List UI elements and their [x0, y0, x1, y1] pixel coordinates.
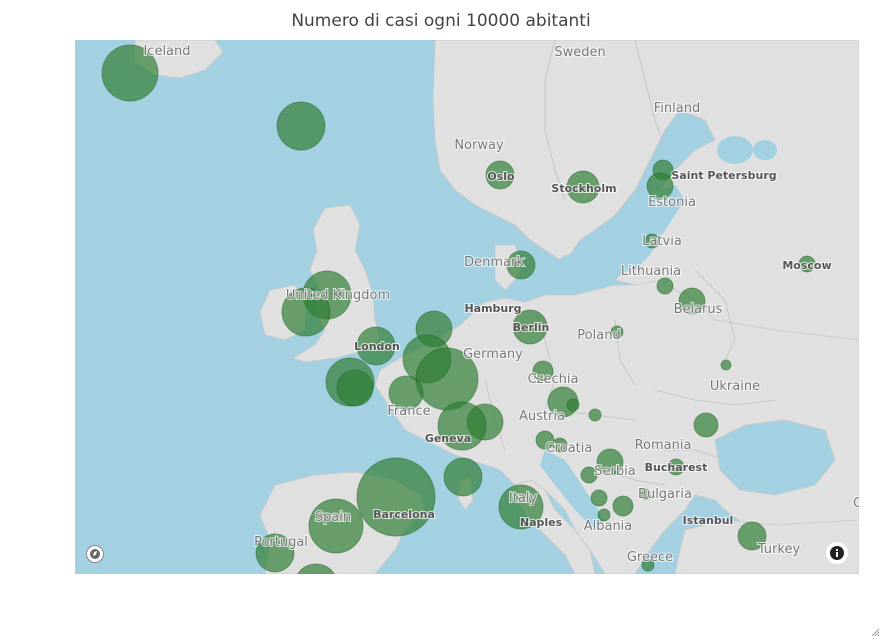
label-saint-petersburg: Saint Petersburg [671, 169, 776, 182]
land-turkey [674, 519, 859, 574]
label-germany: Germany [463, 347, 523, 362]
bubble[interactable] [590, 489, 608, 507]
land-continent [374, 279, 859, 574]
label-geneva: Geneva [425, 432, 471, 445]
mapbox-logo-icon[interactable] [86, 545, 104, 563]
mapbox-logo-glyph [90, 549, 100, 559]
bubble-layer [101, 44, 816, 574]
bubble[interactable] [612, 495, 634, 517]
bubble[interactable] [255, 533, 295, 573]
bubble[interactable] [644, 233, 660, 249]
bubble[interactable] [639, 488, 651, 500]
label-moscow: Moscow [782, 259, 831, 272]
label-oslo: Oslo [487, 170, 515, 183]
bubble[interactable] [437, 401, 487, 451]
bubble[interactable] [580, 466, 598, 484]
label-hamburg: Hamburg [464, 302, 521, 315]
bubble[interactable] [308, 498, 364, 554]
label-spain: Spain [315, 510, 351, 525]
label-croatia: Croatia [546, 441, 593, 456]
label-london: London [354, 340, 400, 353]
bubble[interactable] [535, 430, 555, 450]
label-naples: Naples [520, 516, 563, 529]
bubble[interactable] [512, 309, 548, 345]
bubble[interactable] [667, 458, 685, 476]
bubble[interactable] [720, 359, 732, 371]
label-austria: Austria [519, 409, 565, 424]
label-ukraine: Ukraine [710, 379, 760, 394]
label-bucharest: Bucharest [645, 461, 708, 474]
bubble[interactable] [532, 360, 554, 382]
bubble[interactable] [597, 508, 611, 522]
bubble[interactable] [485, 160, 515, 190]
bubble[interactable] [566, 398, 580, 412]
bubble[interactable] [646, 172, 674, 200]
lake-onega [753, 140, 777, 160]
label-bulgaria: Bulgaria [638, 487, 692, 502]
baltic-sea [545, 185, 685, 275]
map-area[interactable]: Iceland Sweden Norway Finland Estonia La… [75, 40, 859, 574]
label-france: France [387, 404, 430, 419]
bubble[interactable] [356, 457, 436, 537]
label-g-cut: G [853, 496, 859, 511]
map-canvas[interactable]: Iceland Sweden Norway Finland Estonia La… [75, 40, 859, 574]
label-lithuania: Lithuania [621, 264, 681, 279]
bubble[interactable] [443, 457, 483, 497]
label-norway: Norway [454, 138, 504, 153]
bubble[interactable] [506, 250, 536, 280]
resize-handle-icon[interactable] [870, 622, 880, 637]
label-united-kingdom: United Kingdom [286, 288, 390, 303]
label-latvia: Latvia [642, 234, 682, 249]
bubble[interactable] [737, 521, 767, 551]
chart-title: Numero di casi ogni 10000 abitanti [291, 11, 591, 31]
label-greece: Greece [627, 550, 673, 565]
label-istanbul: Istanbul [683, 514, 734, 527]
label-iceland: Iceland [143, 44, 190, 59]
adriatic-sea [540, 450, 605, 530]
label-portugal: Portugal [254, 535, 308, 550]
bubble[interactable] [336, 369, 374, 407]
bubble[interactable] [798, 255, 816, 273]
bubble[interactable] [610, 325, 624, 339]
lake-ladoga [717, 136, 753, 164]
bubble[interactable] [641, 558, 655, 572]
bubble[interactable] [566, 170, 600, 204]
bubble[interactable] [588, 408, 602, 422]
black-sea [714, 419, 836, 496]
label-romania: Romania [635, 438, 692, 453]
label-italy: Italy [509, 491, 538, 506]
bubble[interactable] [693, 412, 719, 438]
bubble[interactable] [356, 326, 396, 366]
bubble[interactable] [678, 287, 706, 315]
label-finland: Finland [654, 101, 700, 116]
label-belarus: Belarus [674, 302, 723, 317]
bubble[interactable] [656, 277, 674, 295]
label-berlin: Berlin [513, 321, 550, 334]
resize-glyph [871, 628, 880, 637]
bubble[interactable] [281, 287, 331, 337]
info-glyph [830, 546, 844, 560]
label-czechia: Czechia [528, 372, 579, 387]
label-serbia: Serbia [594, 464, 635, 479]
label-sweden: Sweden [554, 45, 605, 60]
label-poland: Poland [577, 328, 620, 343]
label-barcelona: Barcelona [373, 508, 435, 521]
label-denmark: Denmark [464, 255, 524, 270]
bubble[interactable] [388, 375, 424, 411]
bubble[interactable] [596, 448, 624, 476]
bubble[interactable] [294, 563, 338, 574]
label-turkey: Turkey [757, 542, 801, 557]
info-icon[interactable] [826, 542, 848, 564]
label-stockholm: Stockholm [551, 182, 616, 195]
bubble[interactable] [101, 44, 159, 102]
bubble[interactable] [552, 437, 568, 453]
label-estonia: Estonia [648, 195, 696, 210]
label-albania: Albania [584, 519, 633, 534]
bubble[interactable] [276, 101, 326, 151]
bubble[interactable] [498, 484, 544, 530]
